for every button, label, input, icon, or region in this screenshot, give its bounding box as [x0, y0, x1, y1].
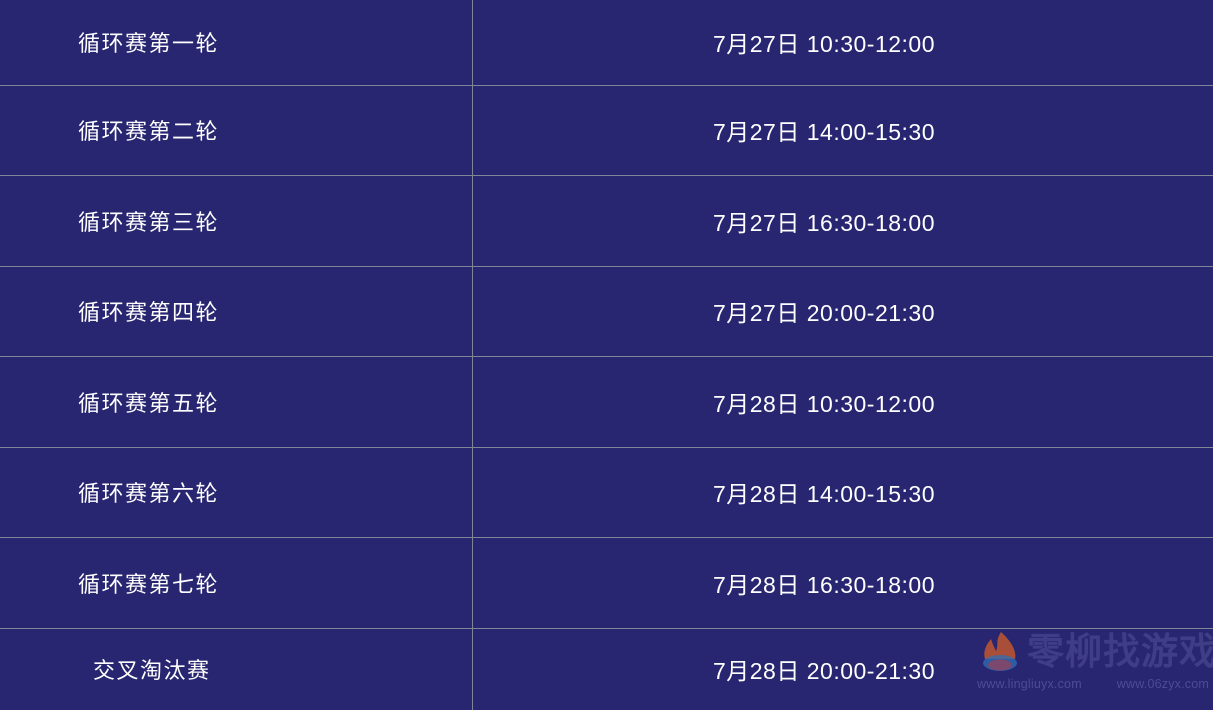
- cell-stage-time: 7月28日 20:00-21:30: [712, 658, 936, 684]
- table-row: 循环赛第五轮 7月28日 10:30-12:00: [0, 357, 1213, 448]
- table-row: 循环赛第六轮 7月28日 14:00-15:30: [0, 447, 1213, 538]
- table-row: 循环赛第七轮 7月28日 16:30-18:00: [0, 538, 1213, 629]
- cell-stage-name: 循环赛第一轮: [0, 0, 473, 85]
- cell-stage-time: 7月27日 16:30-18:00: [712, 209, 936, 236]
- cell-stage-time: 7月28日 10:30-12:00: [712, 390, 936, 417]
- cell-stage-name: 循环赛第四轮: [0, 266, 473, 356]
- table-row: 循环赛第二轮 7月27日 14:00-15:30: [0, 85, 1213, 176]
- cell-stage-name: 交叉淘汰赛: [0, 628, 473, 710]
- cell-stage-name: 循环赛第五轮: [0, 357, 473, 447]
- cell-stage-time: 7月27日 20:00-21:30: [712, 300, 936, 327]
- cell-stage-name: 循环赛第七轮: [0, 538, 473, 628]
- cell-stage-name: 循环赛第六轮: [0, 447, 473, 537]
- table-row: 交叉淘汰赛 7月28日 20:00-21:30: [0, 628, 1213, 710]
- cell-stage-time: 7月27日 10:30-12:00: [712, 31, 936, 58]
- cell-stage-time: 7月28日 14:00-15:30: [712, 481, 936, 508]
- cell-stage-time: 7月28日 16:30-18:00: [712, 571, 936, 598]
- cell-stage-time: 7月27日 14:00-15:30: [712, 119, 936, 146]
- table-row: 循环赛第一轮 7月27日 10:30-12:00: [0, 0, 1213, 86]
- table-row: 循环赛第四轮 7月27日 20:00-21:30: [0, 266, 1213, 357]
- cell-stage-name: 循环赛第二轮: [0, 85, 473, 175]
- table-row: 循环赛第三轮 7月27日 16:30-18:00: [0, 176, 1213, 267]
- cell-stage-name: 循环赛第三轮: [0, 176, 473, 266]
